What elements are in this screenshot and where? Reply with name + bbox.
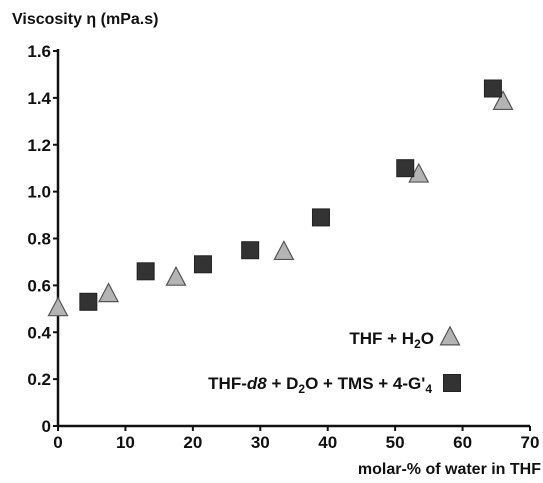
x-axis-ticks: 0 10 20 30 40 50 60 70 <box>53 426 539 452</box>
x-tick-label: 50 <box>386 433 405 452</box>
x-tick-label: 60 <box>453 433 472 452</box>
legend-square-marker <box>443 374 461 392</box>
x-tick-label: 70 <box>521 433 540 452</box>
x-tick-label: 10 <box>116 433 135 452</box>
legend-entry-label: THF-d8 + D2O + TMS + 4-G'4 <box>208 374 432 396</box>
legend-triangle-marker <box>439 325 461 346</box>
square-data-point <box>241 241 260 260</box>
square-data-point <box>79 292 98 311</box>
y-tick-label: 0.8 <box>27 230 51 249</box>
x-tick-label: 30 <box>251 433 270 452</box>
y-tick-label: 0 <box>42 417 51 436</box>
triangle-data-point <box>273 240 295 261</box>
plot-area: 0 0.2 0.4 0.6 0.8 1.0 1.2 1.4 1.6 0 10 20 30 40 50 60 7… <box>27 42 539 452</box>
y-tick-label: 1.2 <box>27 136 51 155</box>
triangle-data-point <box>492 90 514 111</box>
triangle-data-point <box>47 296 69 317</box>
y-tick-label: 1.4 <box>27 89 51 108</box>
x-tick-label: 20 <box>183 433 202 452</box>
x-axis-title: molar-% of water in THF <box>358 461 541 478</box>
square-data-point <box>136 262 155 281</box>
x-tick-label: 0 <box>53 433 62 452</box>
square-data-point <box>311 208 330 227</box>
triangle-data-point <box>165 265 187 286</box>
y-tick-label: 1.0 <box>27 183 51 202</box>
square-data-point <box>396 159 415 178</box>
y-tick-label: 1.6 <box>27 42 51 61</box>
square-data-point <box>483 79 502 98</box>
legend-entry-label: THF + H2O <box>349 329 434 351</box>
data-markers <box>47 79 514 317</box>
y-axis-title: Viscosity η (mPa.s) <box>12 11 158 28</box>
y-tick-label: 0.4 <box>27 323 51 342</box>
legend: THF + H2O THF-d8 + D2O + TMS + 4-G'4 <box>208 325 461 396</box>
triangle-data-point <box>98 282 120 303</box>
square-data-point <box>193 255 212 274</box>
x-tick-label: 40 <box>318 433 337 452</box>
y-tick-label: 0.6 <box>27 276 51 295</box>
y-tick-label: 0.2 <box>27 370 51 389</box>
y-axis-ticks: 0 0.2 0.4 0.6 0.8 1.0 1.2 1.4 1.6 <box>27 42 58 436</box>
